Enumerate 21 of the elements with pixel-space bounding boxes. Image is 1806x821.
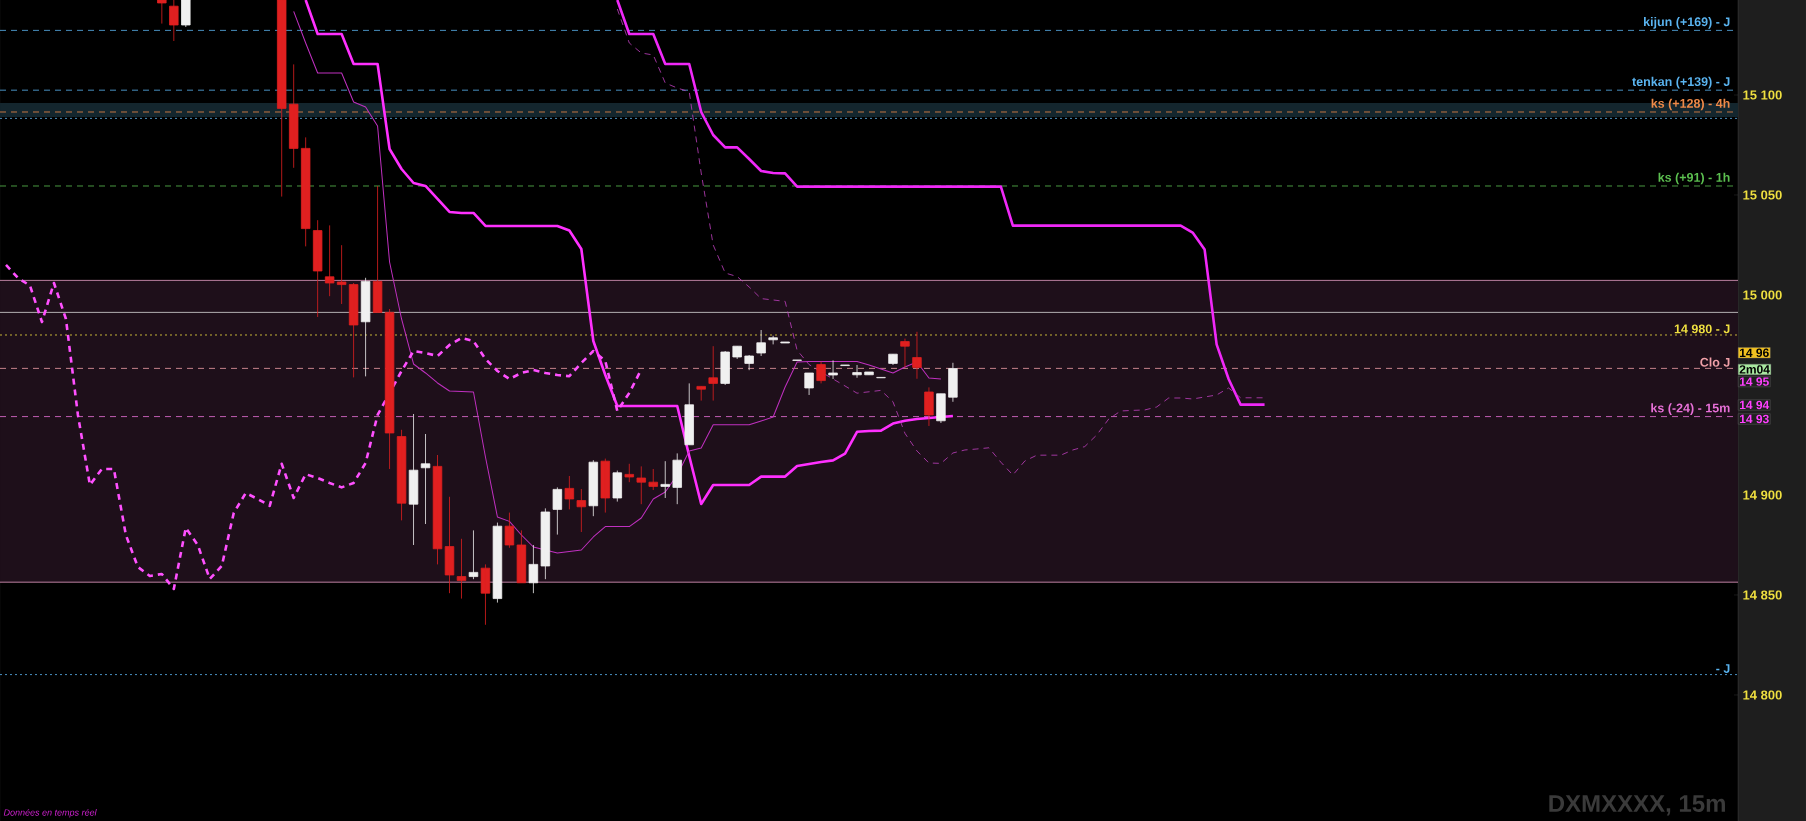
ref-line-label: ks (-24) - 15m [1651,403,1730,415]
y-tick-label: 14 800 [1743,690,1782,700]
annotation: 14 96 [1739,348,1769,358]
y-tick-label: 15 050 [1743,190,1782,200]
annotation: 2m04 [1739,365,1770,374]
y-tick-label: 15 100 [1743,90,1782,100]
text: DXMXXXX, 15m [1549,795,1725,816]
ref-line-label: 14 980 - J [1674,324,1730,334]
ref-line-label: ks (+128) - 4h [1651,98,1730,111]
y-tick-label: 14 900 [1743,490,1782,500]
annotation: 14 93 [1739,414,1769,424]
ref-line-label: - J [1716,664,1730,673]
ref-line-label: tenkan (+139) - J [1632,76,1730,89]
annotation: Données en temps réel [3,808,97,818]
y-tick-label: 14 850 [1743,590,1782,600]
ref-line-label: kijun (+169) - J [1644,17,1730,29]
ref-line-label: Clo J [1700,357,1730,367]
ref-line-label: ks (+91) - 1h [1658,172,1730,185]
y-tick-label: 15 000 [1743,290,1782,300]
annotation: 14 95 [1739,377,1769,386]
annotation: 14 94 [1739,400,1770,410]
